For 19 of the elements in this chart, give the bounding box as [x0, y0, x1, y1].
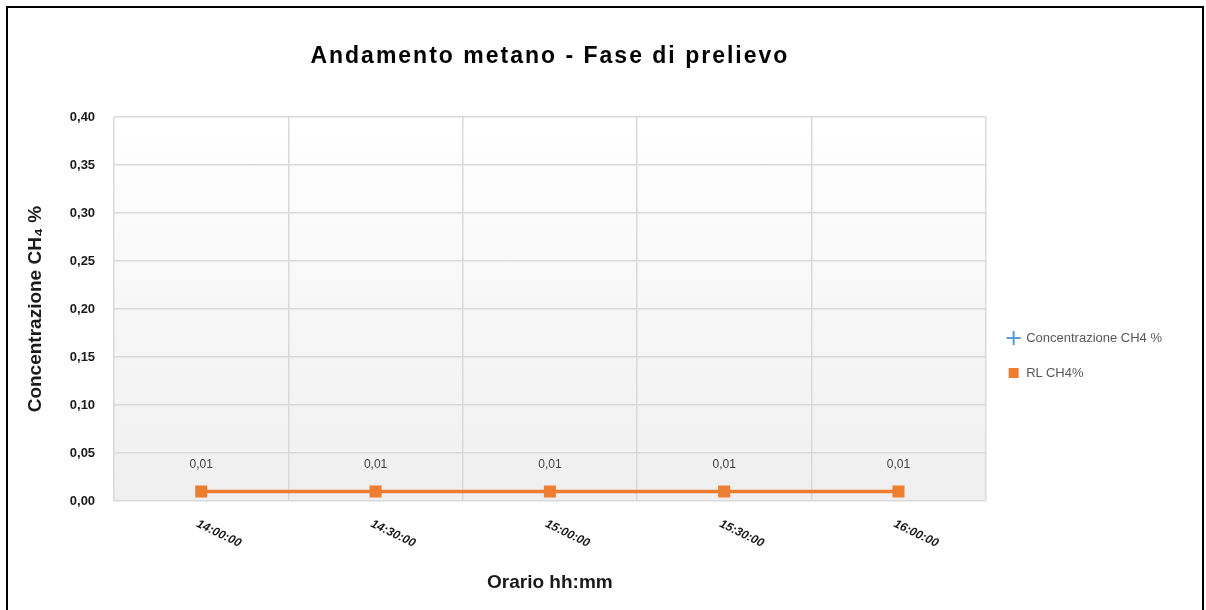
- x-axis-title: Orario hh:mm: [487, 570, 613, 592]
- y-axis-title: Concentrazione CH₄ %: [23, 205, 45, 413]
- legend-label: RL CH4%: [1026, 364, 1084, 380]
- data-label: 0,01: [363, 456, 388, 471]
- data-label: 0,01: [886, 456, 911, 471]
- y-tick-label: 0,15: [69, 348, 96, 364]
- y-tick-label: 0,40: [69, 108, 96, 124]
- legend-label: Concentrazione CH4 %: [1026, 329, 1163, 345]
- data-label: 0,01: [189, 456, 214, 471]
- y-tick-label: 0,20: [69, 300, 96, 316]
- y-tick-label: 0,10: [69, 396, 96, 412]
- data-label: 0,01: [712, 456, 737, 471]
- chart-title: Andamento metano - Fase di prelievo: [309, 42, 791, 69]
- y-tick-label: 0,00: [69, 492, 96, 508]
- y-tick-label: 0,30: [69, 204, 96, 220]
- y-tick-label: 0,35: [69, 156, 96, 172]
- y-tick-label: 0,25: [69, 252, 96, 268]
- y-tick-label: 0,05: [69, 444, 96, 460]
- data-label: 0,01: [538, 456, 562, 471]
